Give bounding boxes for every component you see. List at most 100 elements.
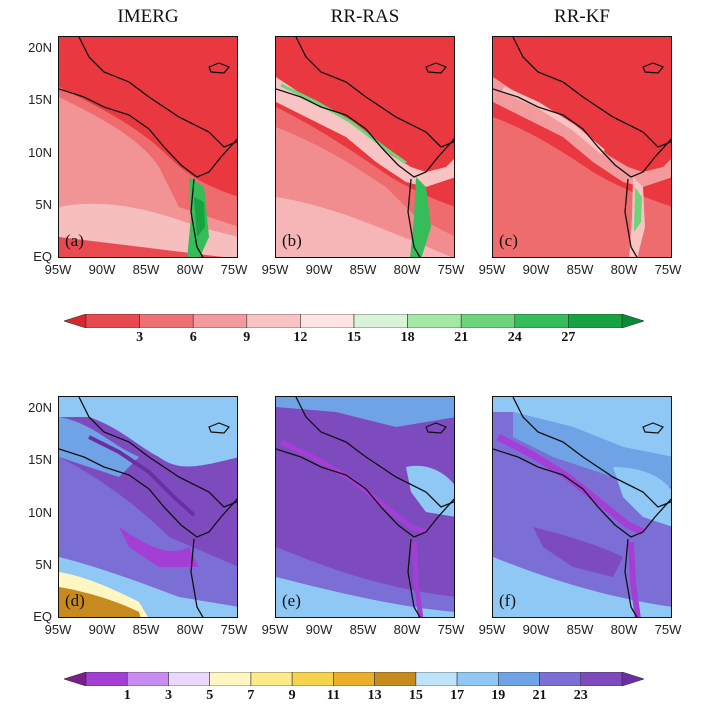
x-tick-b-75w: 75W (437, 262, 465, 277)
colorbar-label: 23 (573, 688, 588, 703)
title-imerg: IMERG (117, 6, 179, 27)
panel-label-d: (d) (65, 591, 85, 610)
colorbar-label: 7 (247, 688, 255, 703)
colorbar-label: 5 (206, 688, 214, 703)
x-tick-d-75w: 75W (220, 622, 248, 637)
colorbar-swatch (580, 672, 623, 686)
colorbar-swatch (300, 314, 355, 328)
colorbar-swatch (460, 314, 516, 328)
colorbar-label: 15 (408, 688, 423, 703)
x-tick-c-75w: 75W (654, 262, 682, 277)
precip-field-a (59, 37, 237, 257)
colorbar-swatch (85, 672, 128, 686)
colorbar-swatch (415, 672, 458, 686)
colorbar-left-tip (64, 314, 87, 328)
colorbar-swatch (126, 672, 169, 686)
colorbar-label: 17 (450, 688, 465, 703)
colorbar-bottom (64, 672, 644, 686)
x-tick-b-90w: 90W (305, 262, 333, 277)
precip-field-c (493, 37, 671, 257)
y-tick-5n-bottom: 5N (35, 557, 52, 572)
colorbar-swatch (353, 314, 408, 328)
x-tick-a-90w: 90W (88, 262, 116, 277)
colorbar-swatch (374, 672, 417, 686)
map-panel-a: (a) (58, 36, 238, 258)
panel-label-e: (e) (282, 591, 301, 610)
colorbar-label: 27 (561, 330, 576, 345)
colorbar-swatch (168, 672, 210, 686)
precip-field-d (59, 397, 237, 617)
colorbar-left-tip (64, 672, 87, 686)
colorbar-swatch (246, 314, 301, 328)
panel-label-a: (a) (65, 231, 84, 250)
map-panel-f: (f) (492, 396, 672, 618)
x-tick-f-90w: 90W (522, 622, 550, 637)
y-tick-eq: EQ (33, 249, 52, 264)
y-tick-15n: 15N (28, 92, 52, 107)
x-tick-c-80w: 80W (610, 262, 638, 277)
x-tick-f-80w: 80W (610, 622, 638, 637)
colorbar-right-tip (621, 314, 644, 328)
colorbar-label: 9 (288, 688, 296, 703)
colorbar-swatch (456, 672, 499, 686)
x-tick-c-85w: 85W (566, 262, 594, 277)
x-tick-a-80w: 80W (176, 262, 204, 277)
x-tick-b-95w: 95W (261, 262, 289, 277)
y-tick-10n-bottom: 10N (28, 505, 52, 520)
colorbar-label: 19 (491, 688, 506, 703)
x-tick-d-80w: 80W (176, 622, 204, 637)
panel-label-b: (b) (282, 231, 302, 250)
x-tick-b-85w: 85W (349, 262, 377, 277)
precip-field-b (276, 37, 454, 257)
colorbar-swatch (209, 672, 252, 686)
map-panel-c: (c) (492, 36, 672, 258)
x-tick-a-75w: 75W (220, 262, 248, 277)
colorbar-swatch (291, 672, 334, 686)
x-tick-e-95w: 95W (261, 622, 289, 637)
y-tick-eq-bottom: EQ (33, 609, 52, 624)
x-tick-e-90w: 90W (305, 622, 333, 637)
x-tick-e-85w: 85W (349, 622, 377, 637)
x-tick-c-90w: 90W (522, 262, 550, 277)
colorbar-label: 6 (189, 330, 197, 345)
colorbar-swatch (192, 314, 248, 328)
colorbar-label: 15 (347, 330, 361, 345)
colorbar-right-tip (621, 672, 644, 686)
y-tick-20n: 20N (28, 40, 52, 55)
panel-label-f: (f) (499, 591, 516, 610)
map-panel-d: (d) (58, 396, 238, 618)
colorbar-swatch (539, 672, 582, 686)
title-rr-kf: RR-KF (554, 6, 610, 27)
colorbar-label: 24 (507, 330, 522, 345)
colorbar-swatch (514, 314, 569, 328)
title-rr-ras: RR-RAS (330, 6, 400, 27)
x-tick-e-80w: 80W (393, 622, 421, 637)
y-tick-15n-bottom: 15N (28, 452, 52, 467)
map-panel-b: (b) (275, 36, 455, 258)
colorbar-label: 1 (123, 688, 131, 703)
colorbar-swatch (139, 314, 194, 328)
colorbar-swatch (333, 672, 375, 686)
x-tick-d-85w: 85W (132, 622, 160, 637)
colorbar-label: 18 (400, 330, 415, 345)
x-tick-a-85w: 85W (132, 262, 160, 277)
y-tick-5n: 5N (35, 197, 52, 212)
x-tick-c-95w: 95W (478, 262, 506, 277)
colorbar-label: 3 (164, 688, 172, 703)
colorbar-label: 9 (243, 330, 251, 345)
x-tick-a-95w: 95W (44, 262, 72, 277)
colorbar-label: 11 (326, 688, 340, 703)
colorbar-swatch (250, 672, 293, 686)
x-tick-d-90w: 90W (88, 622, 116, 637)
x-tick-b-80w: 80W (393, 262, 421, 277)
colorbar-bottom-swatches (64, 672, 644, 686)
colorbar-top-swatches (64, 314, 644, 328)
x-tick-f-75w: 75W (654, 622, 682, 637)
x-tick-f-85w: 85W (566, 622, 594, 637)
x-tick-f-95w: 95W (478, 622, 506, 637)
y-tick-20n-bottom: 20N (28, 400, 52, 415)
colorbar-swatch (498, 672, 540, 686)
colorbar-label: 21 (532, 688, 547, 703)
colorbar-label: 21 (454, 330, 469, 345)
colorbar-label: 12 (293, 330, 308, 345)
